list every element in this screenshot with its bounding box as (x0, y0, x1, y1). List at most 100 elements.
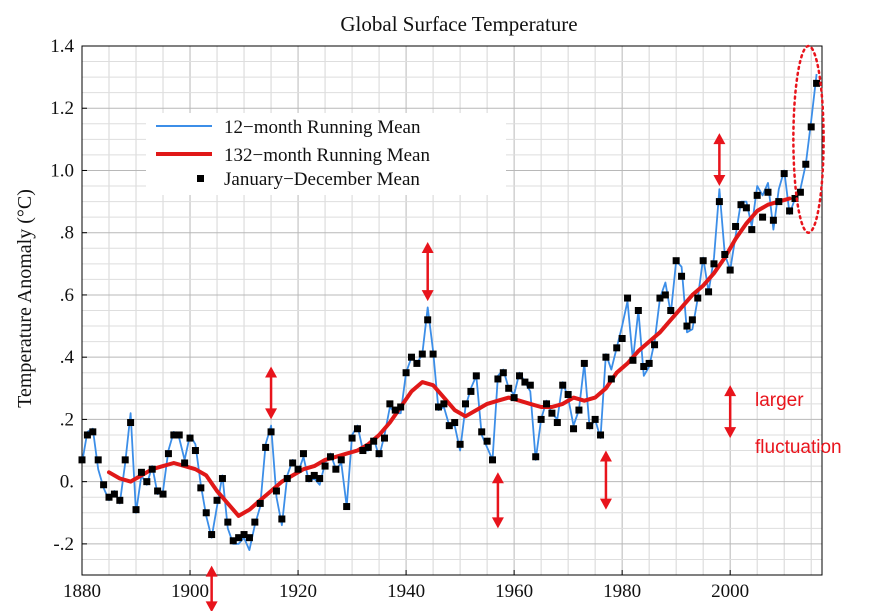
annual-mean-point (456, 440, 464, 448)
annual-mean-point (543, 400, 551, 408)
annual-mean-point (154, 487, 162, 495)
annual-mean-point (445, 422, 453, 430)
annual-mean-point (343, 503, 351, 511)
x-tick-label: 1960 (495, 581, 533, 602)
legend: 12−month Running Mean 132−month Running … (146, 113, 506, 195)
y-tick-label: .4 (60, 347, 75, 368)
annual-mean-point (737, 201, 745, 209)
annual-mean-point (348, 434, 356, 442)
x-ticks: 1880 1900 1920 1940 1960 1980 2000 (63, 570, 749, 602)
annual-mean-point (262, 443, 270, 451)
annual-mean-point (586, 422, 594, 430)
annual-mean-point (159, 490, 167, 498)
annual-mean-point (521, 378, 529, 386)
y-tick-label: -.2 (53, 534, 74, 555)
annotation-arrow-head-down (205, 601, 218, 611)
annual-mean-point (175, 431, 183, 439)
annual-mean-point (634, 307, 642, 314)
annual-mean-point (127, 419, 135, 427)
annual-mean-point (164, 450, 172, 458)
annual-mean-point (478, 428, 486, 436)
annotation-arrow-head-up (421, 242, 434, 254)
legend-label-12-month: 12−month Running Mean (224, 117, 421, 138)
annual-mean-point (516, 372, 524, 380)
annual-mean-point (407, 353, 415, 361)
annual-mean-point (89, 428, 97, 436)
annual-mean-point (726, 266, 734, 274)
annual-mean-point (386, 400, 394, 408)
plot-frame (81, 45, 823, 576)
annual-mean-point (597, 431, 605, 439)
x-tick-label: 1880 (63, 581, 101, 602)
annual-mean-point (510, 394, 518, 402)
annual-mean-point (694, 294, 702, 302)
annual-mean-point (759, 213, 767, 221)
annual-mean-point (494, 375, 502, 383)
annual-mean-point (402, 369, 410, 377)
series-132-month-running-mean (107, 196, 792, 518)
annual-mean-point (132, 506, 140, 514)
annual-mean-point (796, 188, 804, 196)
annual-mean-point (332, 465, 340, 473)
annual-mean-point (769, 216, 777, 224)
annual-mean-point (607, 375, 615, 383)
annual-mean-point (224, 518, 232, 526)
annual-mean-point (688, 316, 696, 324)
annual-mean-point (94, 456, 102, 464)
annual-mean-point (580, 359, 588, 367)
annual-mean-point (575, 406, 583, 414)
annual-mean-point (651, 341, 659, 349)
annual-mean-point (235, 534, 243, 542)
annotation-arrow-head-up (491, 472, 504, 484)
annual-mean-point (532, 453, 540, 461)
x-tick-label: 1940 (387, 581, 425, 602)
annual-mean-point (570, 425, 578, 433)
chart-title: Global Surface Temperature (340, 12, 577, 36)
annual-mean-point (213, 496, 221, 504)
annual-mean-point (683, 322, 691, 330)
annual-mean-point (267, 428, 275, 436)
annual-mean-point (251, 518, 259, 526)
annual-mean-point (83, 431, 91, 439)
y-tick-label: 1.4 (50, 36, 74, 57)
annual-mean-point (748, 226, 756, 234)
annotation-arrow-head-up (713, 133, 726, 145)
annual-mean-point (564, 391, 572, 399)
annual-mean-point (791, 194, 799, 202)
annual-mean-point (137, 468, 145, 476)
annual-mean-point (462, 400, 470, 408)
annual-mean-point (764, 188, 772, 196)
y-tick-label: .8 (60, 223, 74, 244)
annual-mean-point (240, 531, 248, 539)
annual-mean-point (526, 381, 534, 389)
annual-mean-point (299, 450, 307, 458)
annual-mean-point (191, 447, 199, 455)
annual-mean-point (418, 350, 426, 358)
annotation-arrow-head-down (491, 517, 504, 529)
annual-mean-point (807, 123, 815, 131)
annual-mean-point (548, 409, 556, 417)
annual-mean-point (197, 484, 205, 492)
annual-mean-point (294, 465, 302, 473)
annotation-arrow-head-down (599, 498, 612, 510)
annual-mean-point (802, 160, 810, 168)
annual-mean-point (499, 369, 507, 377)
annual-mean-point (645, 359, 653, 367)
annual-mean-point (310, 471, 318, 479)
annual-mean-point (780, 170, 788, 178)
annual-mean-point (256, 499, 264, 507)
legend-label-132-month: 132−month Running Mean (224, 145, 430, 166)
annual-mean-point (667, 307, 675, 314)
annual-mean-point (78, 456, 86, 464)
line-132-month-running-mean (107, 196, 792, 518)
annual-mean-point (699, 257, 707, 265)
annual-mean-point (721, 250, 729, 258)
y-axis-title: Temperature Anomaly (°C) (14, 189, 36, 408)
y-tick-label: .6 (60, 285, 74, 306)
annual-mean-point (143, 478, 151, 486)
annual-mean-point (186, 434, 194, 442)
annual-mean-point (483, 437, 491, 445)
annual-mean-point (353, 425, 361, 433)
x-tick-label: 1980 (603, 581, 641, 602)
annual-mean-point (813, 79, 821, 87)
